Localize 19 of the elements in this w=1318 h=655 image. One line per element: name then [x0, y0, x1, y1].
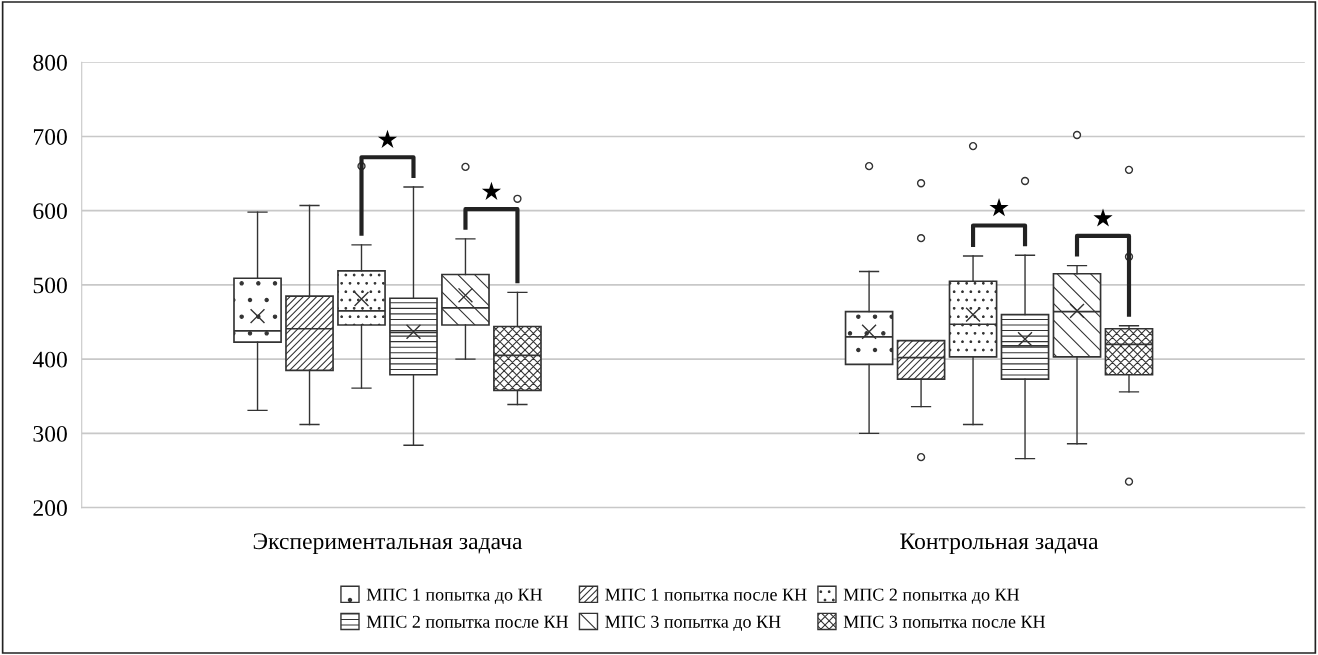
legend-label: МПС 3 попытка после КН: [843, 615, 1046, 628]
y-tick-label: 400: [32, 351, 67, 368]
legend-label: МПС 1 попытка до КН: [366, 588, 543, 604]
legend-label: МПС 2 попытка до КН: [843, 588, 1020, 604]
legend-label: МПС 3 попытка до КН: [605, 615, 781, 632]
y-tick-label: 300: [33, 425, 67, 442]
legend-label: МПС 2 попытка после КН: [366, 615, 569, 628]
annotation: ★: [377, 129, 398, 148]
annotation: ★: [1093, 208, 1113, 227]
y-tick-label: 600: [33, 203, 67, 220]
y-tick-label: 800: [33, 54, 67, 71]
y-tick-label: 700: [33, 128, 67, 145]
y-tick-label: 500: [33, 277, 67, 294]
y-tick-label: 200: [33, 500, 67, 517]
annotation: ★: [481, 181, 502, 200]
annotation: ★: [989, 198, 1009, 217]
x-tick-label: Контрольная задача: [900, 533, 1099, 555]
x-tick-label: Экспериментальная задача: [253, 533, 523, 555]
legend-label: МПС 1 попытка после КН: [605, 588, 807, 601]
